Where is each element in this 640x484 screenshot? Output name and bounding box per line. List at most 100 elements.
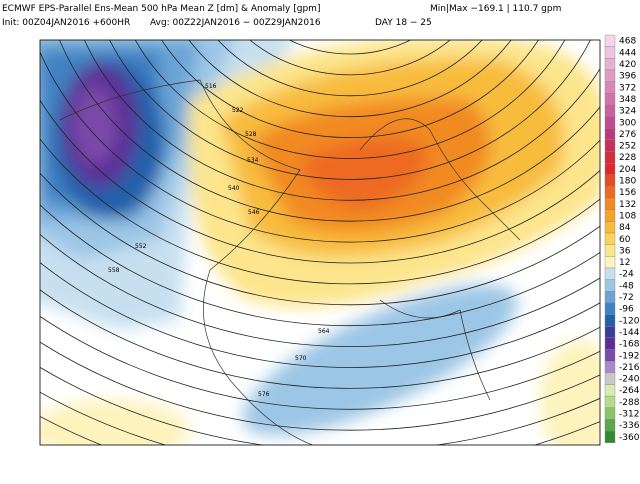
colorbar-label: -72 [619, 293, 634, 303]
colorbar-swatch [604, 186, 616, 199]
colorbar-swatch [604, 209, 616, 222]
colorbar-swatch [604, 127, 616, 141]
colorbar-swatch [604, 326, 616, 339]
contour-line [40, 341, 600, 431]
contour-label: 546 [248, 209, 260, 216]
colorbar-label: -264 [619, 386, 640, 396]
colorbar-label: -48 [619, 281, 634, 291]
contour-label: 540 [228, 185, 240, 192]
colorbar-label: -120 [619, 316, 640, 326]
colorbar-swatch [604, 407, 616, 420]
colorbar-label: 276 [619, 130, 636, 140]
avg: Avg: 00Z22JAN2016 − 00Z29JAN2016 [150, 18, 321, 28]
colorbar-label: -144 [619, 328, 640, 338]
colorbar-label: 396 [619, 72, 636, 82]
colorbar-swatch [604, 256, 616, 269]
colorbar-swatch [604, 419, 616, 432]
colorbar-label: 252 [619, 142, 636, 152]
contour-label: 552 [135, 243, 147, 250]
contour-line [40, 204, 600, 326]
contour-label: 570 [295, 355, 307, 362]
colorbar-label: 108 [619, 211, 636, 221]
colorbar-label: -216 [619, 363, 640, 373]
colorbar-label: -96 [619, 305, 634, 315]
colorbar-swatch [604, 395, 616, 408]
colorbar-label: 468 [619, 37, 636, 47]
init: Init: 00Z04JAN2016 +600HR [2, 18, 130, 28]
colorbar-label: 156 [619, 188, 636, 198]
colorbar-label: 420 [619, 60, 636, 70]
colorbar-swatch [604, 291, 616, 304]
minmax: Min|Max −169.1 | 110.7 gpm [430, 4, 561, 14]
colorbar-swatch [604, 430, 616, 443]
contour-label: 576 [258, 391, 270, 398]
contour-line [109, 40, 591, 180]
colorbar-swatch [604, 361, 616, 374]
colorbar-label: 204 [619, 165, 636, 175]
contour-line [249, 40, 451, 76]
contour-line [40, 99, 600, 264]
colorbar-swatch [604, 81, 616, 94]
title: ECMWF EPS-Parallel Ens-Mean 500 hPa Mean… [2, 4, 320, 14]
colorbar-label: 300 [619, 118, 636, 128]
colorbar-swatch [604, 46, 616, 59]
colorbar-label: -168 [619, 340, 640, 350]
contour-line [40, 289, 600, 389]
colorbar-swatch [604, 34, 616, 47]
contour-line [40, 51, 600, 243]
contour-line [188, 40, 512, 118]
contour-line [288, 40, 412, 55]
colorbar-swatch [604, 93, 616, 106]
contour-line [84, 40, 600, 201]
contour-line [40, 172, 600, 306]
contour-label: 558 [108, 267, 120, 274]
colorbar-label: -312 [619, 410, 639, 420]
colorbar-label: -360 [619, 433, 640, 443]
contour-line [217, 40, 483, 97]
day: DAY 18 − 25 [375, 18, 432, 28]
colorbar-swatch [604, 349, 616, 362]
colorbar-swatch [604, 151, 616, 164]
colorbar-label: 36 [619, 246, 631, 256]
contour-line [161, 40, 539, 138]
colorbar-swatch [604, 372, 616, 385]
colorbar-label: -192 [619, 351, 639, 361]
contour-label: 516 [205, 83, 217, 90]
contour-label: 534 [247, 157, 259, 164]
colorbar-swatch [604, 267, 616, 280]
colorbar-label: -24 [619, 270, 634, 280]
colorbar-label: 324 [619, 107, 636, 117]
colorbar-swatch [604, 232, 616, 245]
contour-label: 564 [318, 328, 330, 335]
colorbar-swatch [604, 221, 616, 234]
contour-label: 528 [245, 131, 257, 138]
colorbar-label: 12 [619, 258, 630, 268]
colorbar-swatch [604, 139, 616, 152]
colorbar-label: 228 [619, 153, 636, 163]
colorbar-label: 348 [619, 95, 636, 105]
colorbar-label: -288 [619, 398, 640, 408]
contour-line [40, 138, 600, 285]
contour-line [40, 233, 600, 347]
contour-line [134, 40, 566, 159]
contour-line [40, 315, 600, 410]
colorbar-label: 372 [619, 83, 636, 93]
contour-label: 522 [232, 107, 244, 114]
colorbar-label: 444 [619, 48, 636, 58]
colorbar-swatch [604, 384, 616, 397]
colorbar-label: -336 [619, 421, 640, 431]
colorbar-label: 84 [619, 223, 631, 233]
contour-line [40, 262, 600, 368]
colorbar-swatch [604, 58, 616, 71]
colorbar-swatch [604, 104, 616, 117]
colorbar-label: 180 [619, 177, 636, 187]
colorbar-label: -240 [619, 375, 640, 385]
colorbar-swatch [604, 314, 616, 327]
colorbar-swatch [604, 174, 616, 187]
contour-line [59, 40, 600, 222]
colorbar-label: 60 [619, 235, 631, 245]
colorbar-swatch [604, 162, 616, 175]
colorbar-swatch [604, 116, 616, 129]
